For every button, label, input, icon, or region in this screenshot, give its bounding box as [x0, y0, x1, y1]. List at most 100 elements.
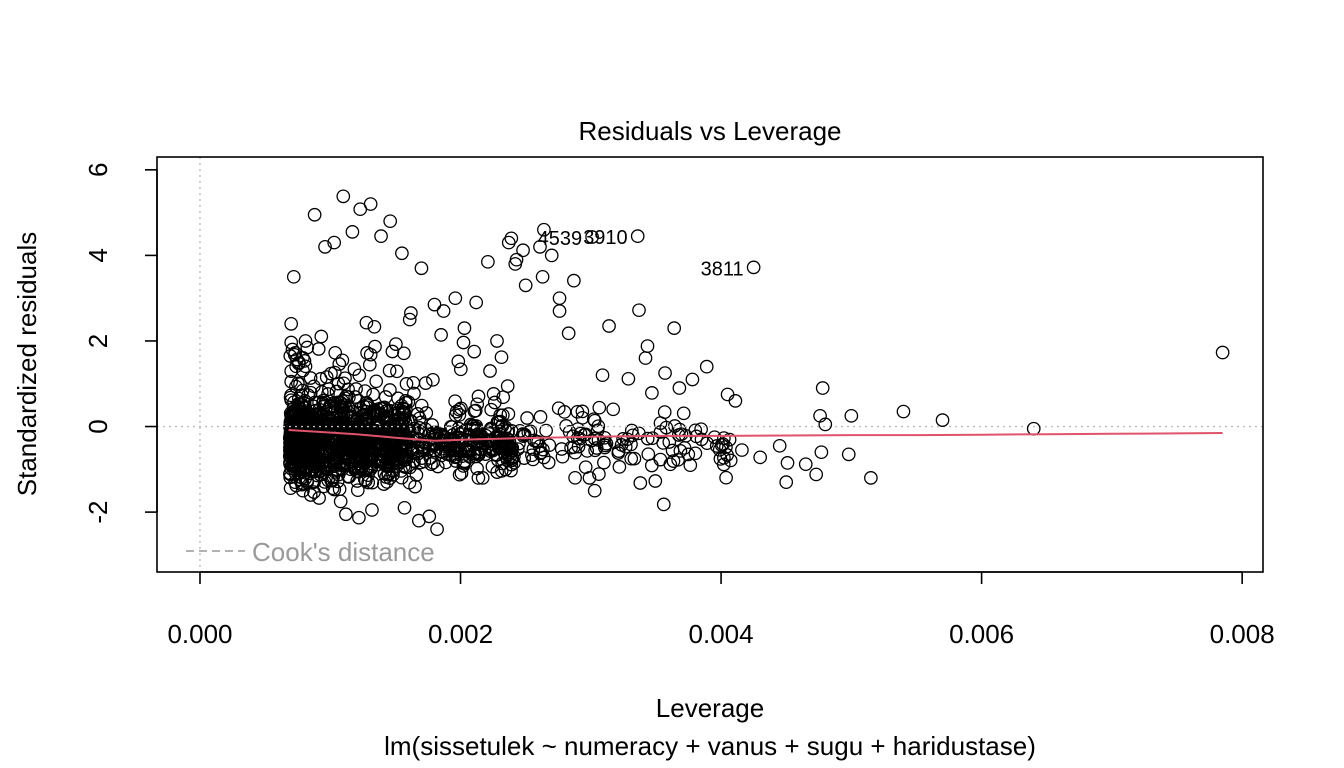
data-point — [935, 413, 950, 427]
cloud-point — [486, 387, 501, 401]
cloud-point — [293, 402, 308, 417]
cloud-point — [645, 431, 660, 446]
cloud-point — [339, 441, 354, 455]
x-tick-label: 0.004 — [689, 619, 754, 649]
cloud-point — [666, 454, 681, 468]
data-point — [844, 408, 859, 423]
data-point — [677, 441, 692, 455]
data-point — [728, 394, 743, 408]
cloud-point — [484, 402, 499, 417]
cloud-point — [536, 442, 550, 457]
cloud-point — [387, 414, 401, 428]
cloud-point — [312, 491, 326, 505]
cloud-point — [406, 375, 421, 390]
y-tick-label: 2 — [83, 334, 113, 348]
cloud-point — [462, 428, 477, 442]
data-point — [414, 261, 429, 276]
cloud-point — [564, 440, 578, 455]
cloud-point — [333, 396, 348, 410]
data-point — [374, 229, 388, 243]
cloud-point — [359, 412, 373, 427]
cloud-point — [526, 442, 541, 456]
cloud-point — [501, 407, 516, 421]
cloud-point — [418, 376, 433, 390]
cloud-point — [350, 483, 365, 498]
cloud-point — [488, 430, 503, 445]
data-point — [518, 278, 533, 293]
data-point — [501, 235, 516, 250]
cloud-point — [402, 475, 417, 490]
data-point — [699, 359, 714, 374]
cloud-point — [470, 397, 485, 412]
cloud-point — [383, 383, 397, 397]
cloud-point — [311, 342, 326, 356]
cloud-point — [306, 448, 320, 462]
data-point — [316, 479, 331, 494]
cloud-point — [663, 457, 678, 472]
cloud-point — [645, 386, 659, 400]
cloud-point — [568, 445, 583, 460]
cloud-point — [653, 416, 668, 430]
cloud-point — [409, 468, 424, 482]
cloud-point — [319, 412, 333, 427]
cloud-point — [448, 408, 463, 423]
cloud-point — [451, 354, 466, 369]
cloud-point — [314, 329, 329, 344]
data-point — [672, 381, 687, 395]
cloud-point — [363, 432, 378, 447]
data-point — [402, 312, 417, 327]
cloud-point — [283, 390, 298, 405]
data-point — [284, 374, 299, 389]
cloud-point — [359, 395, 374, 410]
data-point — [552, 291, 567, 306]
cloud-point — [349, 382, 363, 396]
cloud-point — [363, 347, 378, 362]
data-point — [397, 500, 412, 515]
data-point — [753, 450, 768, 465]
y-tick-label: 0 — [83, 419, 113, 433]
data-point — [516, 243, 530, 258]
data-point — [779, 475, 794, 490]
cloud-point — [302, 444, 317, 458]
data-point — [720, 387, 735, 402]
data-point — [436, 304, 451, 318]
cloud-point — [345, 409, 359, 424]
data-point — [448, 291, 463, 306]
labeled-point-label: 3910 — [583, 227, 628, 249]
data-point — [303, 488, 318, 502]
cloud-point — [424, 457, 438, 471]
cloud-point — [534, 445, 549, 460]
data-point — [814, 445, 829, 460]
cloud-point — [293, 377, 307, 391]
cloud-point — [505, 441, 520, 455]
data-point — [504, 231, 519, 246]
data-point — [333, 494, 348, 509]
labeled-point-label: 3811 — [701, 258, 744, 280]
x-tick-label: 0.006 — [949, 619, 1014, 649]
data-point — [582, 471, 597, 485]
data-point — [352, 510, 366, 525]
cloud-point — [395, 429, 410, 443]
data-point — [509, 252, 524, 267]
data-point — [395, 246, 409, 261]
data-point — [896, 404, 911, 419]
data-point — [587, 483, 602, 498]
cloud-point — [387, 452, 402, 467]
cloud-point — [379, 459, 394, 473]
cloud-point — [516, 429, 531, 444]
cloud-point — [368, 339, 382, 354]
cloud-point — [597, 455, 611, 470]
cloud-point — [496, 390, 511, 405]
cloud-point — [472, 429, 486, 444]
cloud-point — [328, 345, 343, 360]
cloud-point — [337, 398, 351, 412]
cloud-point — [317, 429, 331, 444]
cloud-point — [341, 430, 355, 445]
cloud-point — [466, 419, 481, 433]
cloud-point — [385, 344, 400, 359]
y-tick-label: -2 — [83, 501, 113, 524]
cloud-point — [386, 421, 401, 436]
labeled-point-marker — [585, 230, 599, 244]
cloud-point — [676, 406, 691, 421]
